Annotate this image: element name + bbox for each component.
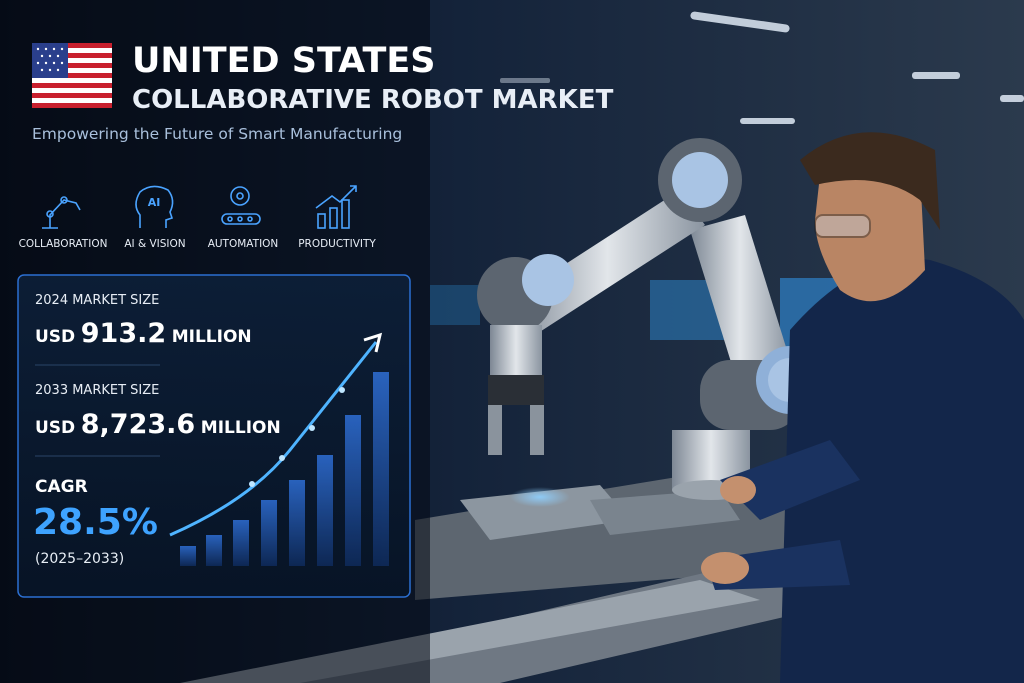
icon-label: AUTOMATION [208, 238, 279, 250]
unit: MILLION [201, 418, 281, 438]
icon-automation [221, 186, 261, 225]
cagr-value: 28.5% [33, 502, 158, 543]
amount: 8,723.6 [81, 409, 195, 440]
subtitle: COLLABORATIVE ROBOT MARKET [132, 85, 614, 115]
icon-label: PRODUCTIVITY [298, 238, 376, 250]
stat-value: USD 913.2 MILLION [35, 318, 252, 349]
unit: MILLION [172, 327, 252, 347]
title: UNITED STATES [132, 41, 435, 81]
icon-label: AI & VISION [124, 238, 185, 250]
stats-card [17, 274, 411, 598]
currency: USD [35, 418, 75, 438]
stat-label: CAGR [35, 477, 88, 497]
growth-graphic [169, 332, 389, 566]
icon-glyph: AI [148, 196, 161, 209]
icon-ai [135, 185, 174, 228]
icon-collaboration [42, 196, 81, 229]
stat-label: 2024 MARKET SIZE [35, 293, 159, 308]
stat-value: USD 8,723.6 MILLION [35, 409, 281, 440]
amount: 913.2 [81, 318, 166, 349]
currency: USD [35, 327, 75, 347]
icon-productivity [315, 185, 357, 229]
stat-label: 2033 MARKET SIZE [35, 383, 159, 398]
us-flag [32, 43, 112, 108]
cagr-period: (2025–2033) [35, 551, 124, 567]
factory-lights [500, 11, 1024, 124]
tagline: Empowering the Future of Smart Manufactu… [32, 125, 402, 143]
icon-label: COLLABORATION [19, 238, 108, 250]
worker [701, 132, 1024, 683]
